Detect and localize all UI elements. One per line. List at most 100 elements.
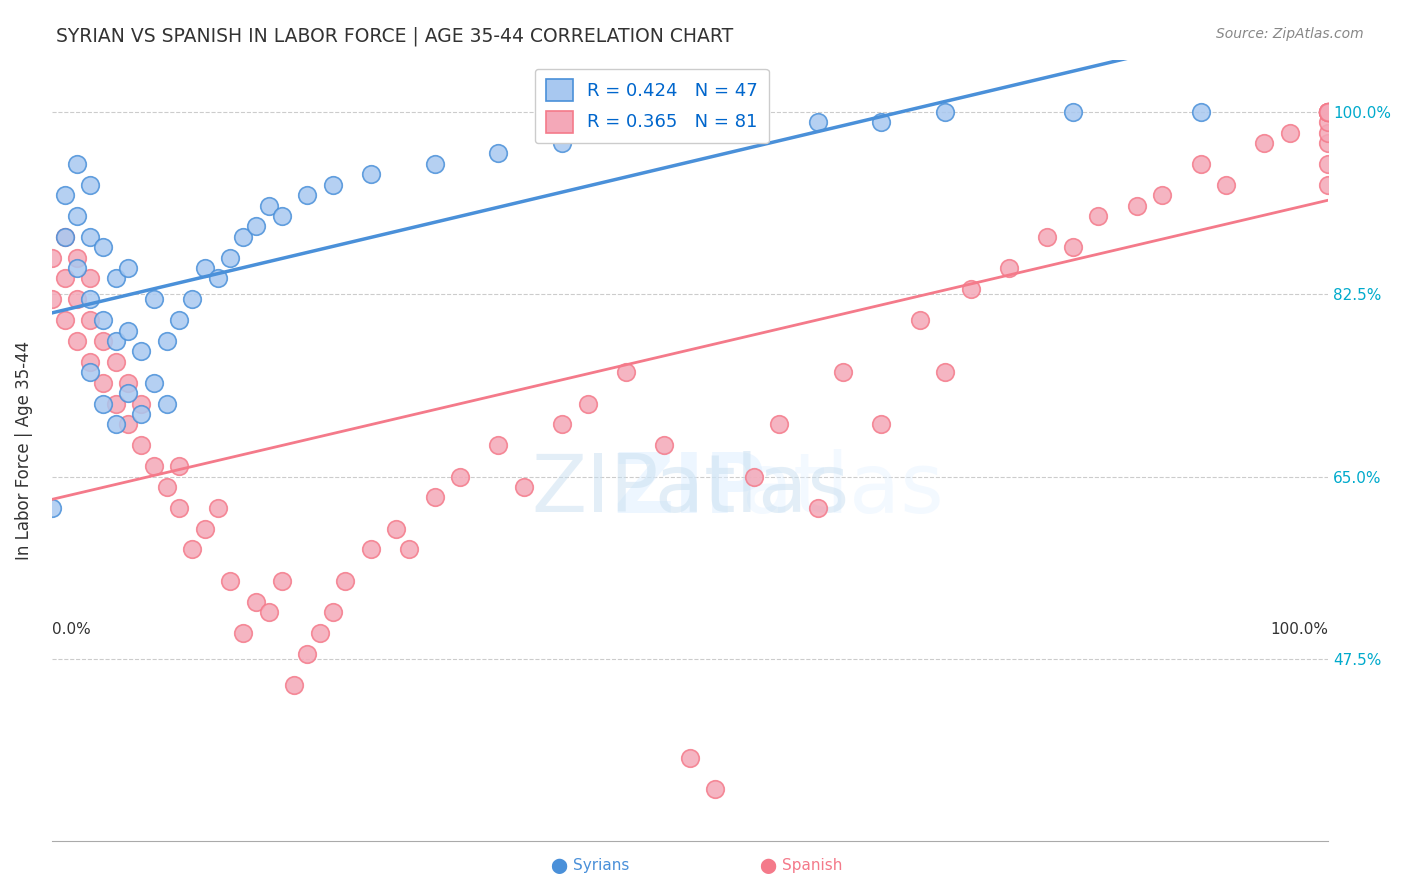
Point — [79, 178, 101, 192]
Text: 0.0%: 0.0% — [52, 623, 90, 638]
Point — [322, 178, 344, 192]
Point — [742, 469, 765, 483]
Point — [156, 334, 179, 348]
Point — [41, 251, 63, 265]
Point — [449, 469, 471, 483]
Point — [53, 188, 76, 202]
Point — [513, 480, 536, 494]
Text: SYRIAN VS SPANISH IN LABOR FORCE | AGE 35-44 CORRELATION CHART: SYRIAN VS SPANISH IN LABOR FORCE | AGE 3… — [56, 27, 734, 46]
Point — [79, 355, 101, 369]
Point — [117, 261, 139, 276]
Point — [959, 282, 981, 296]
Point — [742, 126, 765, 140]
Point — [41, 500, 63, 515]
Point — [1215, 178, 1237, 192]
Point — [91, 376, 114, 390]
Text: ZIPatlas: ZIPatlas — [531, 450, 849, 529]
Point — [1317, 104, 1340, 119]
Point — [1317, 104, 1340, 119]
Point — [66, 293, 89, 307]
Text: ZIP: ZIP — [613, 449, 766, 530]
Point — [117, 417, 139, 432]
Point — [488, 146, 510, 161]
Point — [1189, 104, 1212, 119]
Point — [423, 157, 446, 171]
Point — [488, 438, 510, 452]
Point — [1062, 240, 1084, 254]
Point — [79, 271, 101, 285]
Point — [335, 574, 357, 588]
Point — [232, 625, 254, 640]
Point — [181, 542, 204, 557]
Point — [1317, 126, 1340, 140]
Point — [104, 417, 127, 432]
Point — [908, 313, 931, 327]
Point — [1125, 198, 1147, 212]
Point — [551, 136, 574, 150]
Point — [257, 198, 280, 212]
Point — [194, 261, 217, 276]
Point — [1317, 115, 1340, 129]
Point — [398, 542, 420, 557]
Point — [654, 438, 676, 452]
Point — [53, 229, 76, 244]
Point — [551, 417, 574, 432]
Point — [41, 293, 63, 307]
Point — [1317, 104, 1340, 119]
Point — [257, 605, 280, 619]
Point — [117, 376, 139, 390]
Point — [232, 229, 254, 244]
Point — [934, 104, 956, 119]
Point — [156, 396, 179, 410]
Point — [934, 365, 956, 379]
Text: Source: ZipAtlas.com: Source: ZipAtlas.com — [1216, 27, 1364, 41]
Point — [104, 334, 127, 348]
Point — [832, 365, 855, 379]
Point — [129, 438, 152, 452]
Point — [169, 459, 191, 474]
Point — [360, 167, 382, 181]
Point — [104, 355, 127, 369]
Point — [142, 459, 165, 474]
Point — [870, 417, 893, 432]
Point — [91, 313, 114, 327]
Point — [423, 491, 446, 505]
Point — [270, 209, 292, 223]
Point — [66, 251, 89, 265]
Point — [1253, 136, 1275, 150]
Point — [1317, 178, 1340, 192]
Point — [679, 126, 702, 140]
Point — [79, 229, 101, 244]
Point — [129, 396, 152, 410]
Point — [1317, 104, 1340, 119]
Point — [66, 157, 89, 171]
Point — [207, 500, 229, 515]
Point — [704, 782, 727, 797]
Point — [245, 594, 267, 608]
Point — [1317, 104, 1340, 119]
Point — [117, 386, 139, 401]
Point — [169, 500, 191, 515]
Point — [66, 261, 89, 276]
Point — [129, 407, 152, 421]
Point — [295, 188, 318, 202]
Point — [1152, 188, 1174, 202]
Point — [79, 293, 101, 307]
Point — [283, 678, 305, 692]
Text: atlas: atlas — [742, 449, 943, 530]
Point — [91, 334, 114, 348]
Point — [870, 115, 893, 129]
Point — [1317, 104, 1340, 119]
Point — [207, 271, 229, 285]
Y-axis label: In Labor Force | Age 35-44: In Labor Force | Age 35-44 — [15, 341, 32, 560]
Point — [1189, 157, 1212, 171]
Point — [91, 396, 114, 410]
Point — [806, 500, 828, 515]
Point — [53, 271, 76, 285]
Point — [142, 376, 165, 390]
Point — [1278, 126, 1301, 140]
Point — [219, 251, 242, 265]
Point — [308, 625, 330, 640]
Point — [156, 480, 179, 494]
Text: 100.0%: 100.0% — [1270, 623, 1329, 638]
